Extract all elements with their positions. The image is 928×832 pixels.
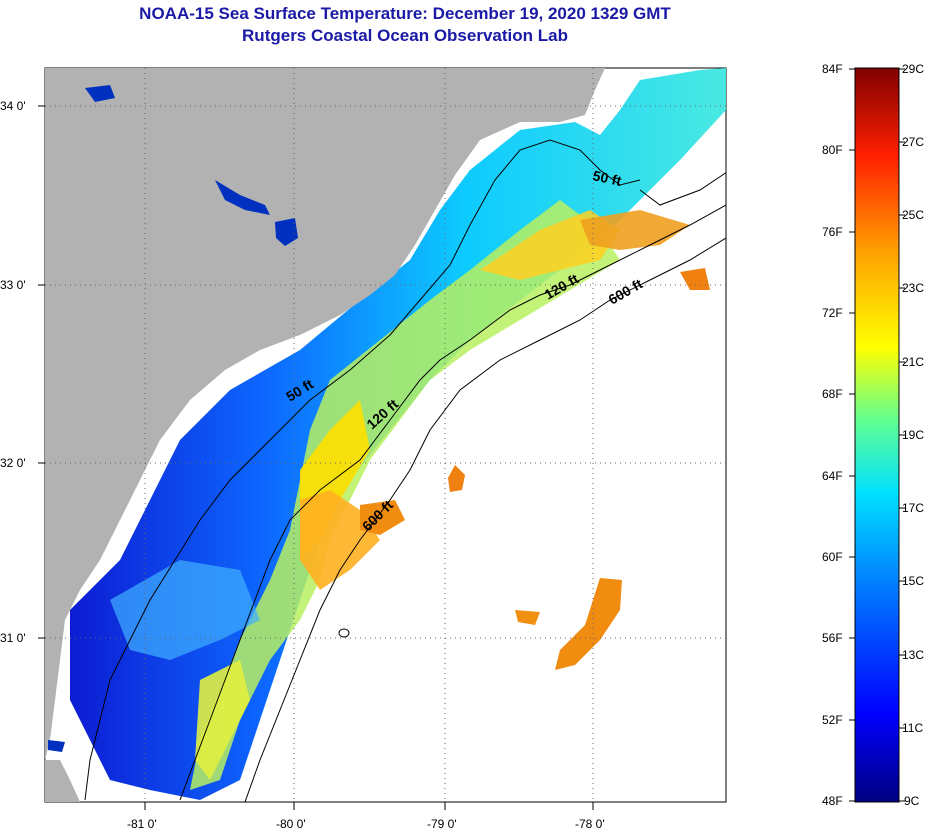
axis-ticks [38,105,594,810]
land [45,68,605,760]
colorbar-f-label: 56F [822,631,843,645]
colorbar-f-label: 84F [822,62,843,76]
sst-field [70,68,726,800]
colorbar-f-label: 76F [822,225,843,239]
colorbar-c-label: 19C [902,428,924,442]
lon-label: -79 0' [427,817,457,831]
map-title: NOAA-15 Sea Surface Temperature: Decembe… [139,4,671,23]
colorbar-f-label: 48F [822,794,843,808]
lon-label: -81 0' [127,817,157,831]
graticule [45,68,726,802]
colorbar-c-label: 23C [902,281,924,295]
lat-label: 32 0' [0,456,26,470]
colorbar-c-label: 17C [902,501,924,515]
colorbar-c-label: 29C [902,62,924,76]
colorbar-f-label: 52F [822,713,843,727]
colorbar-c-label: 11C [902,721,923,735]
colorbar: 84F 80F 76F 72F 68F 64F 60F 56F 52F 48F … [822,62,924,808]
colorbar-c-label: 13C [902,648,924,662]
colorbar-c-label: 15C [902,574,924,588]
depth-contours [84,139,726,802]
lat-label: 34 0' [0,99,26,113]
contour-label-50ft: 50 ft [591,167,623,189]
colorbar-f-label: 64F [822,469,843,483]
lat-label: 31 0' [0,631,26,645]
lat-label: 33 0' [0,278,26,292]
colorbar-c-label: 25C [902,208,924,222]
colorbar-f-label: 72F [822,306,843,320]
colorbar-c-label: 27C [902,135,924,149]
lon-label: -78 0' [575,817,605,831]
colorbar-c-label: 21C [902,355,924,369]
colorbar-f-label: 60F [822,550,843,564]
lon-label: -80 0' [276,817,306,831]
colorbar-gradient [854,67,900,803]
colorbar-c-label: 9C [904,794,920,808]
colorbar-f-label: 80F [822,143,843,157]
map-subtitle: Rutgers Coastal Ocean Observation Lab [242,26,568,45]
colorbar-f-label: 68F [822,387,843,401]
